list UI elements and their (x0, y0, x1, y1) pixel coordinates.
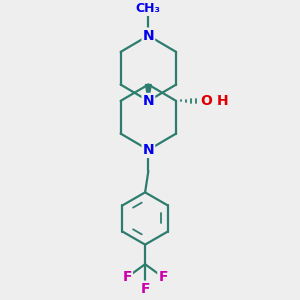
Text: N: N (142, 94, 154, 108)
Text: F: F (140, 282, 150, 296)
Text: CH₃: CH₃ (136, 2, 161, 15)
Polygon shape (146, 85, 151, 101)
Text: F: F (158, 270, 168, 284)
Text: N: N (142, 28, 154, 43)
Text: F: F (122, 270, 132, 284)
Text: N: N (142, 143, 154, 157)
Text: H: H (217, 94, 229, 108)
Text: O: O (201, 94, 212, 108)
